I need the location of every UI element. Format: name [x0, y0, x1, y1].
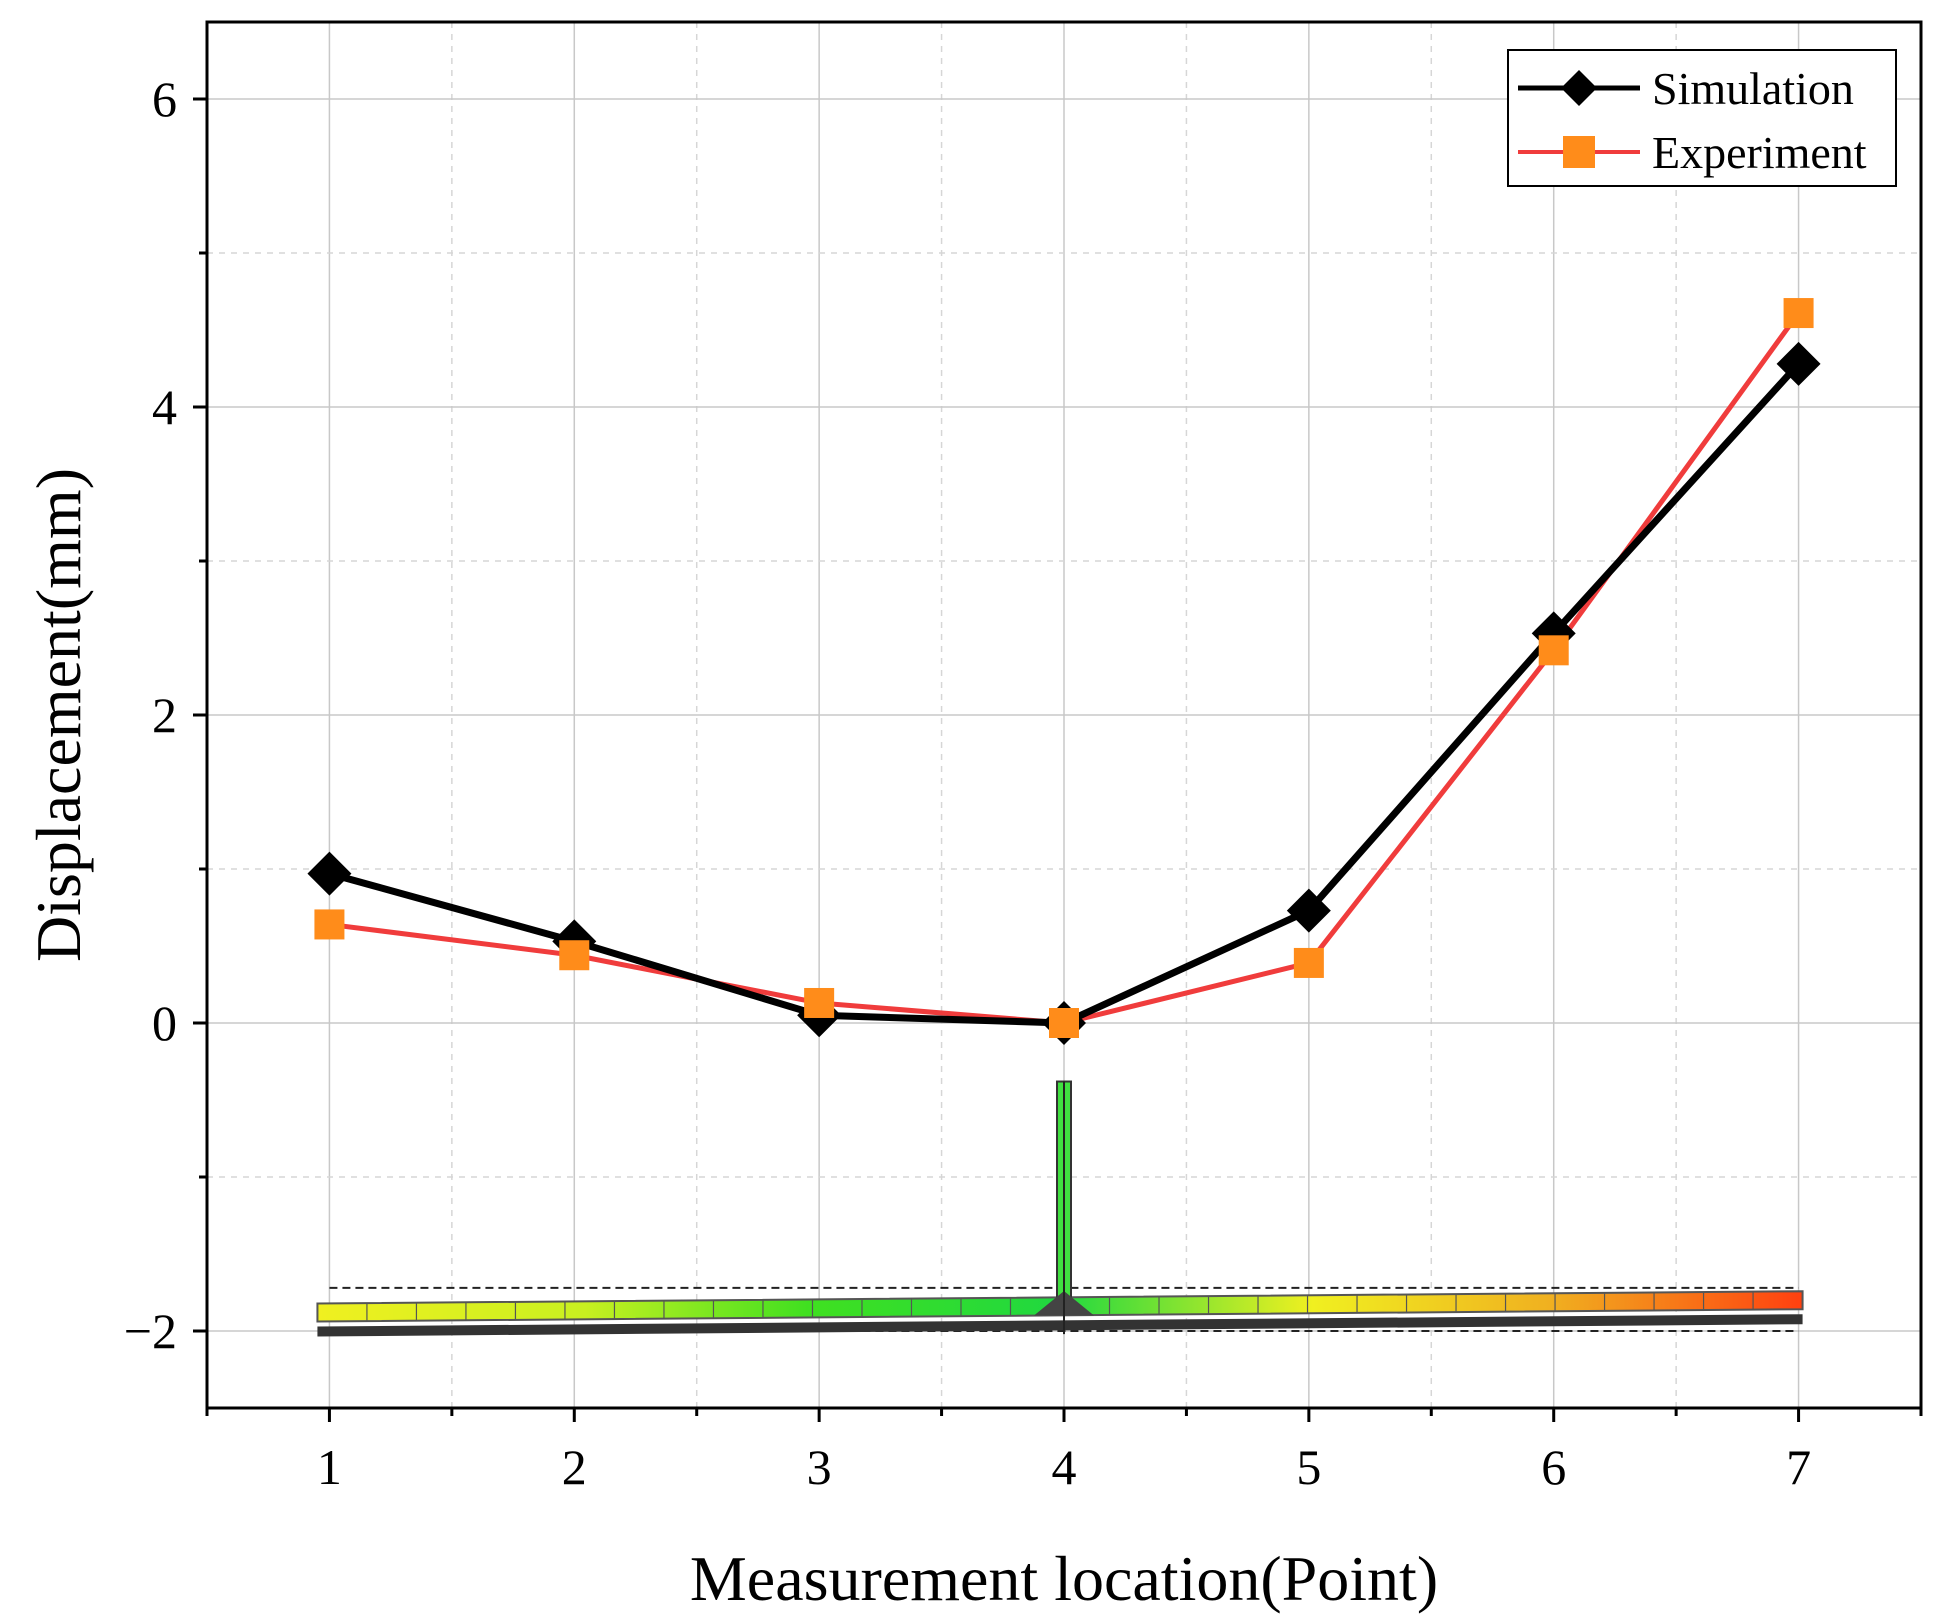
x-tick-label: 5 — [1296, 1439, 1321, 1495]
experiment-point — [804, 987, 835, 1018]
experiment-point — [314, 909, 345, 940]
simulation-point — [307, 851, 352, 896]
y-axis-title: Displacement(mm) — [23, 468, 94, 962]
y-tick-label: 2 — [152, 687, 177, 743]
legend-label-experiment: Experiment — [1652, 127, 1867, 178]
simulation-point — [1286, 888, 1331, 933]
x-tick-label: 4 — [1052, 1439, 1077, 1495]
simulation-point — [1776, 341, 1821, 386]
legend-label-simulation: Simulation — [1652, 63, 1854, 114]
experiment-point — [1049, 1008, 1079, 1038]
axis-layer: 1 2 3 4 5 6 7 −2 0 2 4 6 — [124, 71, 1923, 1495]
x-tick-label: 7 — [1786, 1439, 1811, 1495]
y-tick-label: −2 — [124, 1303, 177, 1359]
x-axis-title: Measurement location(Point) — [690, 1543, 1438, 1614]
x-tick-label: 3 — [807, 1439, 832, 1495]
legend: Simulation Experiment — [1507, 49, 1897, 187]
x-tick-label: 2 — [562, 1439, 587, 1495]
experiment-point — [1783, 298, 1814, 329]
y-tick-label: 0 — [152, 995, 177, 1051]
legend-marker-experiment — [1563, 136, 1595, 168]
x-tick-label: 6 — [1541, 1439, 1566, 1495]
experiment-point — [1293, 947, 1324, 978]
x-tick-label: 1 — [317, 1439, 342, 1495]
legend-marker-simulation — [1561, 70, 1597, 106]
beam-shadow — [317, 1314, 1803, 1337]
experiment-point — [1538, 635, 1569, 666]
series-layer — [307, 298, 1821, 1045]
experiment-point — [559, 940, 590, 971]
beam-inset — [316, 1080, 1804, 1337]
y-tick-label: 6 — [152, 71, 177, 127]
y-tick-label: 4 — [152, 379, 177, 435]
